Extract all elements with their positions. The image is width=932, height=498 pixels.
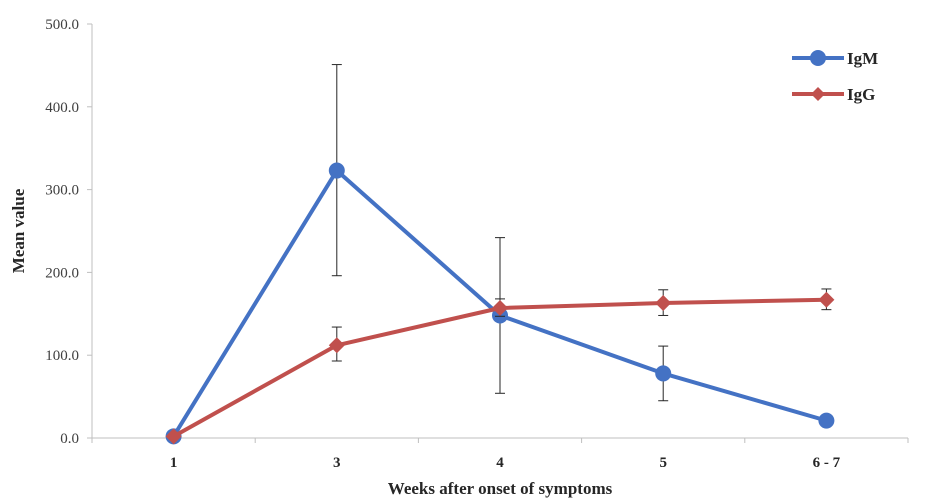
axes — [91, 24, 908, 439]
y-tick-label: 100.0 — [45, 348, 79, 364]
series-layer — [165, 64, 835, 445]
x-tick-label: 6 - 7 — [813, 455, 841, 471]
igg-point — [165, 428, 182, 445]
x-tick-label: 5 — [659, 455, 667, 471]
x-tick-label: 1 — [170, 455, 178, 471]
legend-label-igm: IgM — [847, 49, 878, 68]
x-tick-label: 4 — [496, 455, 504, 471]
legend-marker-igm — [810, 50, 826, 66]
igm-series — [165, 64, 835, 445]
legend: IgM IgG — [792, 49, 878, 104]
y-tick-label: 300.0 — [45, 183, 79, 199]
igm-point — [655, 365, 672, 382]
igg-point — [655, 295, 672, 312]
igm-point — [818, 412, 835, 429]
y-axis-ticks: 0.0 100.0 200.0 300.0 400.0 500.0 — [45, 17, 92, 447]
x-tick-label: 3 — [333, 455, 341, 471]
igg-point — [818, 291, 835, 308]
igg-point — [328, 337, 345, 354]
legend-label-igg: IgG — [847, 85, 875, 104]
y-tick-label: 500.0 — [45, 17, 79, 33]
igg-point — [492, 300, 508, 317]
igm-point — [328, 162, 345, 179]
x-axis-title: Weeks after onset of symptoms — [388, 479, 613, 498]
legend-marker-igg — [811, 87, 825, 101]
x-axis-ticks: 1 3 4 5 6 - 7 — [91, 438, 909, 471]
legend-item-igg: IgG — [792, 85, 875, 104]
y-tick-label: 0.0 — [60, 431, 79, 447]
y-tick-label: 400.0 — [45, 100, 79, 116]
y-axis-title: Mean value — [9, 188, 28, 273]
legend-item-igm: IgM — [792, 49, 878, 68]
y-tick-label: 200.0 — [45, 265, 79, 281]
igg-series — [165, 288, 835, 445]
